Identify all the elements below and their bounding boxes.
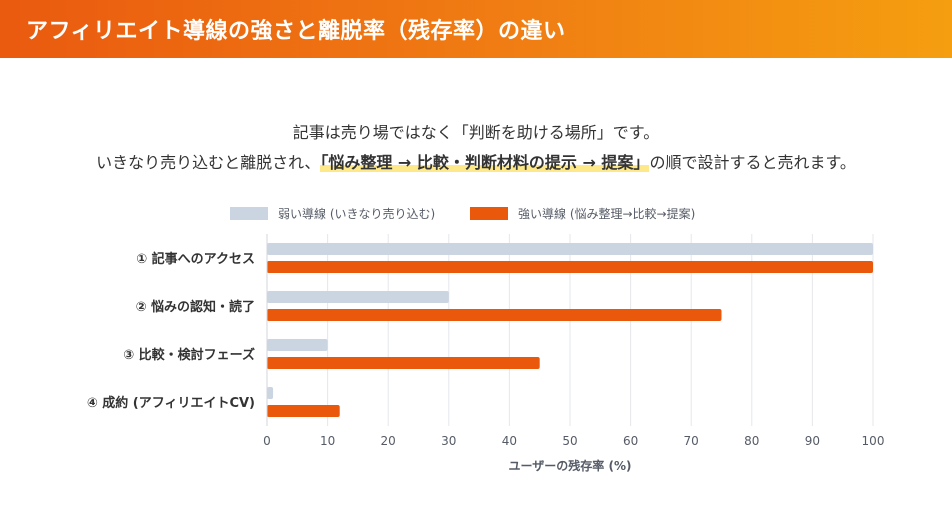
legend-swatch [230, 207, 268, 220]
bar [267, 357, 540, 369]
bar [267, 291, 449, 303]
x-tick-label: 40 [502, 434, 517, 448]
category-label: ① 記事へのアクセス [136, 251, 255, 267]
x-tick-label: 90 [805, 434, 820, 448]
intro-text: 記事は売り場ではなく「判断を助ける場所」です。 いきなり売り込むと離脱され、「悩… [0, 118, 952, 178]
category-label: ③ 比較・検討フェーズ [123, 347, 255, 363]
bar [267, 405, 340, 417]
x-tick-label: 60 [623, 434, 638, 448]
intro-line-1: 記事は売り場ではなく「判断を助ける場所」です。 [292, 123, 660, 142]
x-tick-label: 20 [381, 434, 396, 448]
x-tick-label: 10 [320, 434, 335, 448]
bar [267, 261, 873, 273]
x-tick-label: 50 [562, 434, 577, 448]
bar [267, 309, 722, 321]
page-title: アフィリエイト導線の強さと離脱率（残存率）の違い [26, 19, 566, 44]
intro-line-2-suffix: の順で設計すると売れます。 [649, 153, 856, 172]
legend-label: 弱い導線 (いきなり売り込む) [278, 206, 435, 221]
category-label: ④ 成約 (アフィリエイトCV) [87, 395, 255, 411]
x-tick-label: 100 [862, 434, 885, 448]
x-tick-label: 70 [684, 434, 699, 448]
bar [267, 387, 274, 399]
intro-highlight: 「悩み整理 → 比較・判断材料の提示 → 提案」 [320, 153, 650, 172]
x-tick-label: 0 [263, 434, 271, 448]
category-label: ② 悩みの認知・読了 [135, 299, 255, 315]
title-banner: アフィリエイト導線の強さと離脱率（残存率）の違い [0, 0, 952, 58]
legend-swatch [470, 207, 508, 220]
legend-label: 強い導線 (悩み整理→比較→提案) [518, 206, 695, 221]
x-tick-label: 80 [744, 434, 759, 448]
x-axis-label: ユーザーの残存率 (%) [509, 458, 632, 473]
bar [267, 243, 873, 255]
bar [267, 339, 328, 351]
x-tick-label: 30 [441, 434, 456, 448]
intro-line-2-prefix: いきなり売り込むと離脱され、 [96, 153, 321, 172]
intro-line-2: いきなり売り込むと離脱され、「悩み整理 → 比較・判断材料の提示 → 提案」の順… [0, 148, 952, 178]
